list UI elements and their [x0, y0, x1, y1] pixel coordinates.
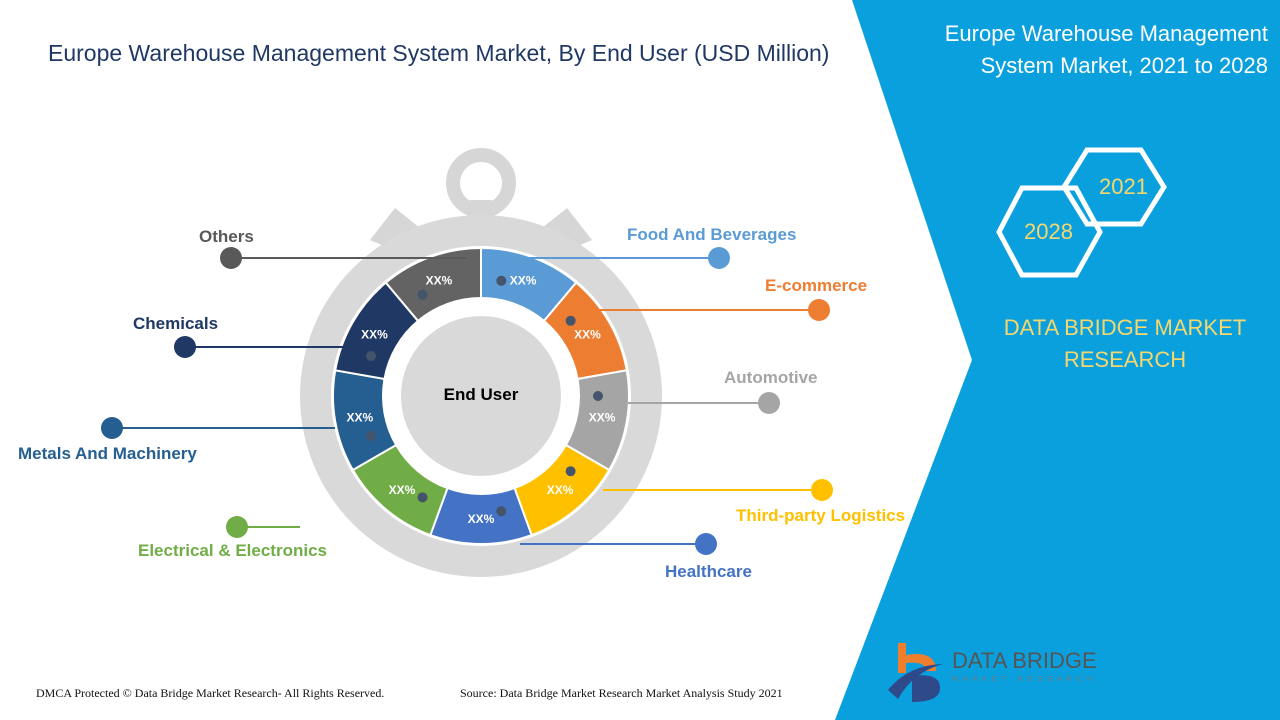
data-bridge-logo-icon: [888, 643, 943, 702]
page-title: Europe Warehouse Management System Marke…: [48, 40, 830, 66]
leader-dot: [708, 247, 730, 269]
category-label: Chemicals: [133, 314, 219, 333]
logo-subtitle: MARKET RESEARCH: [952, 676, 1097, 683]
source-text: Source: Data Bridge Market Research Mark…: [460, 686, 783, 700]
panel-title: Europe Warehouse Management System Marke…: [944, 21, 1268, 78]
segment-value-label: XX%: [347, 410, 374, 424]
category-label: Electrical & Electronics: [138, 541, 327, 560]
category-label: Healthcare: [665, 562, 752, 581]
segment-value-label: XX%: [510, 273, 537, 287]
category-label: Metals And Machinery: [18, 444, 197, 463]
tick-dot: [593, 391, 603, 401]
segment-value-label: XX%: [589, 410, 616, 424]
tick-dot: [417, 289, 428, 300]
segment-8: [384, 246, 482, 323]
category-label: Third-party Logistics: [736, 506, 906, 525]
leader-dot: [174, 336, 196, 358]
brand-name: DATA BRIDGE MARKET RESEARCH: [1003, 315, 1247, 372]
leader-dot: [226, 516, 248, 538]
center-label: End User: [443, 385, 519, 404]
tick-dot: [417, 492, 428, 503]
segment-value-label: XX%: [426, 273, 453, 287]
category-label: Food And Beverages: [627, 225, 797, 244]
segment-value-label: XX%: [574, 328, 601, 342]
leader-dot: [101, 417, 123, 439]
logo-title: DATA BRIDGE: [952, 648, 1097, 673]
right-blue-panel: [835, 0, 1280, 720]
category-label: E-commerce: [765, 276, 868, 295]
category-label: Others: [199, 227, 254, 246]
tick-dot: [565, 315, 576, 326]
leader-dot: [695, 533, 717, 555]
year-end: 2028: [1024, 219, 1073, 244]
segment-value-label: XX%: [389, 483, 416, 497]
category-label: Automotive: [724, 368, 818, 387]
tick-dot: [565, 466, 576, 477]
tick-dot: [366, 431, 377, 442]
tick-dot: [366, 350, 377, 361]
tick-dot: [496, 275, 507, 286]
segment-value-label: XX%: [468, 512, 495, 526]
year-start: 2021: [1099, 174, 1148, 199]
leader-dot: [811, 479, 833, 501]
copyright-text: DMCA Protected © Data Bridge Market Rese…: [36, 686, 385, 700]
leader-dot: [758, 392, 780, 414]
hexagon-2028: [996, 185, 1103, 278]
leader-dot: [808, 299, 830, 321]
segment-value-label: XX%: [547, 483, 574, 497]
leader-dot: [220, 247, 242, 269]
segment-value-label: XX%: [361, 328, 388, 342]
tick-dot: [496, 506, 507, 517]
